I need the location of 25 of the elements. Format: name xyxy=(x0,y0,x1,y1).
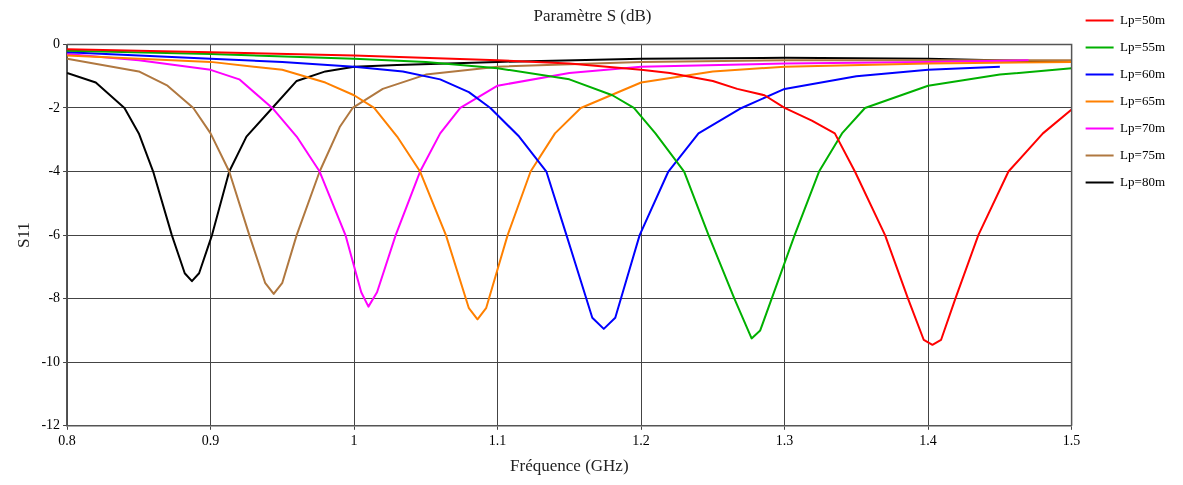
x-tick-label: 1 xyxy=(350,432,358,448)
y-tick-label: -6 xyxy=(48,226,61,242)
legend-label: Lp=75m xyxy=(1120,146,1166,162)
y-tick-label: -4 xyxy=(48,163,61,179)
legend-label: Lp=60m xyxy=(1120,65,1166,81)
legend-label: Lp=80m xyxy=(1120,173,1166,189)
chart-title: Paramètre S (dB) xyxy=(533,5,652,25)
legend-label: Lp=70m xyxy=(1120,119,1166,135)
x-tick-label: 1.5 xyxy=(1062,432,1081,448)
y-tick-label: -8 xyxy=(48,290,61,306)
legend-label: Lp=65m xyxy=(1120,92,1166,108)
x-tick-label: 0.8 xyxy=(58,432,76,448)
x-tick-label: 0.9 xyxy=(201,432,220,448)
x-axis-title: Fréquence (GHz) xyxy=(510,456,629,476)
x-tick-label: 1.2 xyxy=(632,432,650,448)
y-tick-label: -10 xyxy=(41,353,61,369)
y-tick-label: -12 xyxy=(41,417,61,433)
y-tick-label: 0 xyxy=(53,36,61,52)
x-tick-label: 1.4 xyxy=(919,432,937,448)
y-axis-title: S11 xyxy=(13,222,33,249)
y-tick-label: -2 xyxy=(48,99,61,115)
x-tick-label: 1.3 xyxy=(775,432,794,448)
legend-label: Lp=50m xyxy=(1120,11,1166,27)
x-tick-label: 1.1 xyxy=(488,432,507,448)
legend-label: Lp=55m xyxy=(1120,38,1166,54)
